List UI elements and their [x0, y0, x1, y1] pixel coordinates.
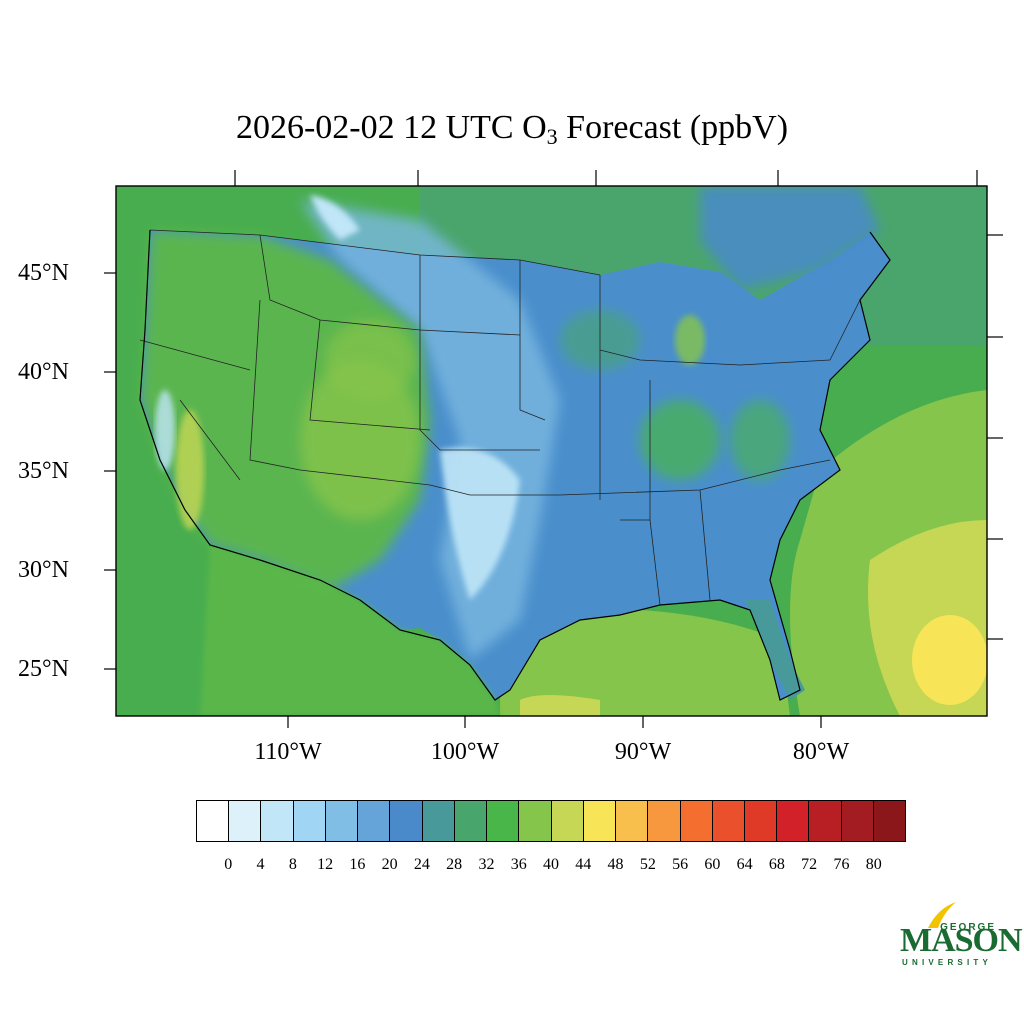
gmu-logo: GEORGE MASON UNIVERSITY: [898, 900, 1023, 970]
lat-label-30: 30°N: [18, 557, 69, 583]
colorbar-tick-label: 16: [349, 856, 366, 873]
logo-george: GEORGE: [940, 922, 996, 933]
colorbar-tick-label: 36: [510, 856, 527, 873]
colorbar-cell: [680, 801, 713, 841]
colorbar-cell: [616, 801, 649, 841]
lon-label-90: 90°W: [614, 739, 672, 765]
colorbar-tick-label: 12: [317, 856, 334, 873]
colorbar-cell: [777, 801, 810, 841]
colorbar-tick-label: 68: [768, 856, 785, 873]
logo-university: UNIVERSITY: [902, 958, 993, 967]
colorbar-tick-label: 76: [833, 856, 850, 873]
colorbar-tick-label: 40: [543, 856, 559, 873]
colorbar-cell: [873, 801, 906, 841]
colorbar-cell: [422, 801, 455, 841]
colorbar-tick-label: 56: [672, 856, 689, 873]
colorbar-cell: [293, 801, 326, 841]
lat-label-25: 25°N: [18, 656, 69, 682]
lon-label-110: 110°W: [254, 739, 322, 765]
lat-label-45: 45°N: [18, 260, 69, 286]
colorbar-cell: [809, 801, 842, 841]
lon-label-80: 80°W: [792, 739, 850, 765]
map-field: [116, 186, 987, 716]
logo-mason: MASON: [900, 922, 1023, 959]
colorbar-tick-label: 64: [736, 856, 753, 873]
colorbar-tick-label: 44: [575, 856, 592, 873]
colorbar: [196, 800, 906, 842]
colorbar-tick-label: 24: [413, 856, 430, 873]
colorbar-cell: [325, 801, 359, 841]
colorbar-tick-label: 20: [381, 856, 398, 873]
colorbar-tick-label: 28: [446, 856, 463, 873]
colorbar-cell: [841, 801, 874, 841]
colorbar-cell: [519, 801, 552, 841]
colorbar-tick-label: 32: [478, 856, 495, 873]
lat-label-40: 40°N: [18, 359, 69, 385]
colorbar-tick-label: 60: [704, 856, 721, 873]
colorbar-tick-label: 4: [256, 856, 265, 873]
logo-swoosh-icon: [928, 902, 956, 928]
colorbar-cell: [583, 801, 617, 841]
state-boundaries: [139, 229, 861, 606]
colorbar-cell: [551, 801, 584, 841]
colorbar-cell: [487, 801, 520, 841]
colorbar-tick-label: 80: [865, 856, 882, 873]
page-title: 2026-02-02 12 UTC O3 Forecast (ppbV): [235, 109, 789, 149]
lat-label-35: 35°N: [18, 458, 69, 484]
colorbar-tick-label: 52: [639, 856, 656, 873]
colorbar-cell: [712, 801, 745, 841]
colorbar-cell: [358, 801, 391, 841]
colorbar-tick-label: 72: [801, 856, 818, 873]
colorbar-cell: [390, 801, 423, 841]
colorbar-cell: [454, 801, 488, 841]
colorbar-cell: [197, 801, 230, 841]
lon-label-100: 100°W: [430, 739, 500, 765]
colorbar-cell: [261, 801, 294, 841]
colorbar-cell: [229, 801, 262, 841]
colorbar-cell: [744, 801, 778, 841]
colorbar-tick-label: 0: [224, 856, 233, 873]
colorbar-tick-label: 8: [288, 856, 297, 873]
map-frame: [115, 185, 988, 717]
colorbar-cell: [648, 801, 681, 841]
axis-ticks: [104, 170, 1003, 728]
colorbar-tick-label: 48: [607, 856, 624, 873]
